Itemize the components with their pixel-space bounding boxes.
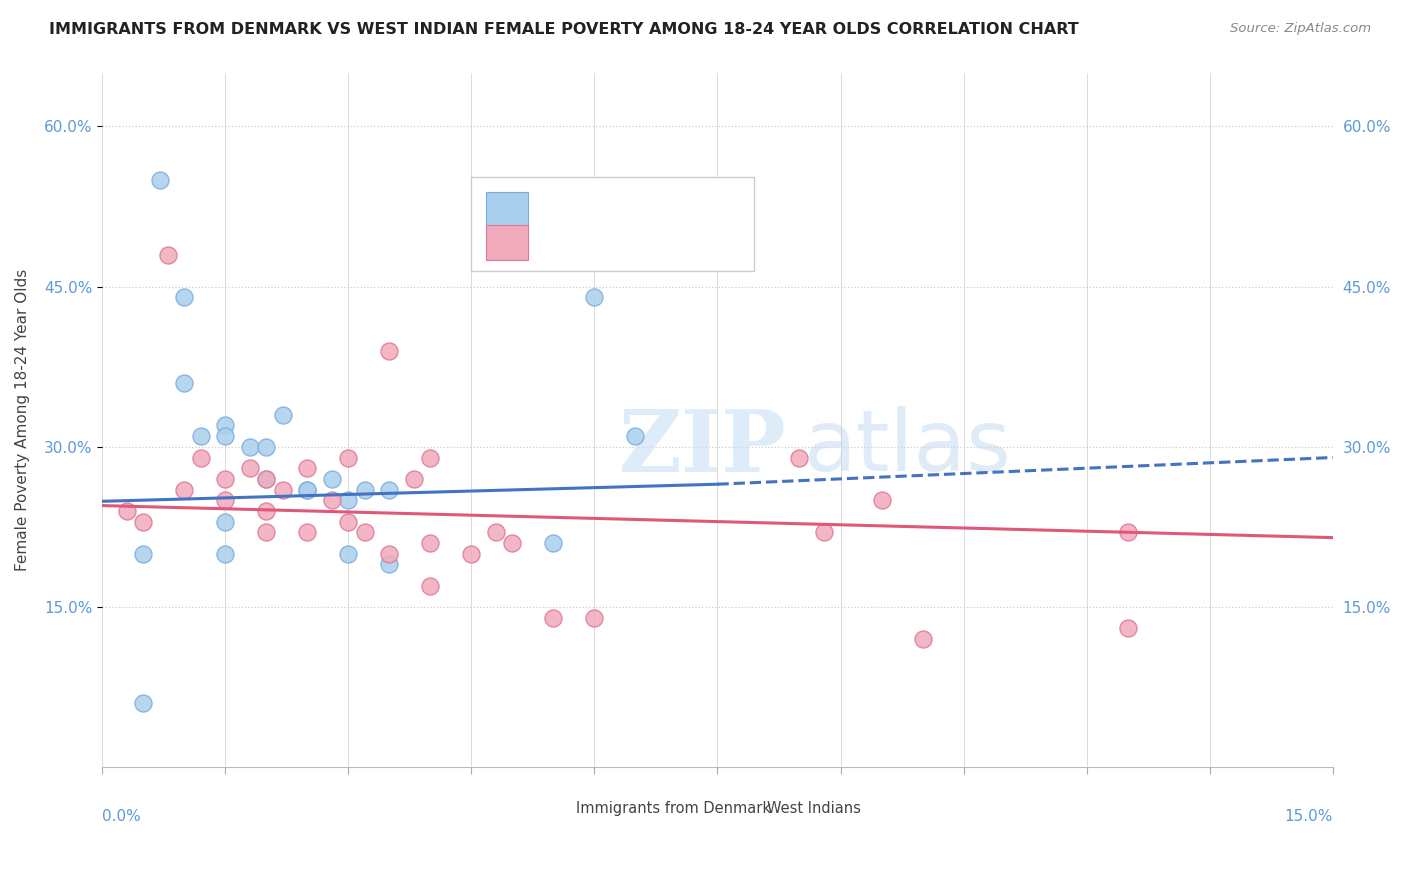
Point	[254, 472, 277, 486]
Point	[115, 504, 138, 518]
Point	[239, 461, 262, 475]
Point	[297, 525, 319, 540]
Point	[337, 547, 360, 561]
FancyBboxPatch shape	[471, 178, 755, 271]
Point	[132, 515, 155, 529]
Point	[214, 418, 236, 433]
Point	[297, 483, 319, 497]
Point	[1116, 525, 1139, 540]
Point	[378, 558, 401, 572]
Text: Source: ZipAtlas.com: Source: ZipAtlas.com	[1230, 22, 1371, 36]
FancyBboxPatch shape	[486, 193, 527, 227]
Point	[254, 525, 277, 540]
Point	[132, 547, 155, 561]
Point	[190, 450, 212, 465]
Text: IMMIGRANTS FROM DENMARK VS WEST INDIAN FEMALE POVERTY AMONG 18-24 YEAR OLDS CORR: IMMIGRANTS FROM DENMARK VS WEST INDIAN F…	[49, 22, 1078, 37]
Point	[271, 483, 294, 497]
Point	[870, 493, 893, 508]
Point	[321, 493, 343, 508]
Point	[1116, 621, 1139, 635]
Point	[813, 525, 835, 540]
Point	[214, 515, 236, 529]
Point	[214, 429, 236, 443]
Point	[271, 408, 294, 422]
Point	[239, 440, 262, 454]
Point	[789, 450, 811, 465]
Point	[378, 483, 401, 497]
Point	[501, 536, 523, 550]
Point	[337, 450, 360, 465]
Point	[583, 611, 606, 625]
Text: West Indians: West Indians	[766, 801, 860, 816]
Point	[378, 343, 401, 358]
Point	[543, 536, 565, 550]
Point	[419, 536, 441, 550]
Text: ZIP: ZIP	[619, 406, 787, 490]
FancyBboxPatch shape	[486, 225, 527, 260]
FancyBboxPatch shape	[537, 803, 571, 823]
Point	[337, 515, 360, 529]
Point	[214, 547, 236, 561]
Text: 0.0%: 0.0%	[103, 809, 141, 824]
Y-axis label: Female Poverty Among 18-24 Year Olds: Female Poverty Among 18-24 Year Olds	[15, 269, 30, 571]
Point	[254, 472, 277, 486]
FancyBboxPatch shape	[728, 803, 762, 823]
Point	[419, 579, 441, 593]
Point	[321, 472, 343, 486]
Point	[214, 472, 236, 486]
Text: 15.0%: 15.0%	[1285, 809, 1333, 824]
Point	[156, 247, 179, 261]
Point	[911, 632, 934, 646]
Point	[254, 440, 277, 454]
Point	[214, 493, 236, 508]
Text: Immigrants from Denmark: Immigrants from Denmark	[576, 801, 770, 816]
Text: atlas: atlas	[804, 407, 1011, 490]
Text: N = 25: N = 25	[668, 207, 725, 222]
Point	[190, 429, 212, 443]
Point	[624, 429, 647, 443]
Point	[297, 483, 319, 497]
Point	[297, 461, 319, 475]
Point	[543, 611, 565, 625]
Point	[173, 483, 195, 497]
Point	[337, 493, 360, 508]
Point	[353, 525, 375, 540]
Point	[402, 472, 425, 486]
Point	[353, 483, 375, 497]
Point	[419, 450, 441, 465]
Point	[460, 547, 482, 561]
Text: R =  0.026: R = 0.026	[537, 207, 619, 222]
Text: R = -0.062: R = -0.062	[537, 240, 619, 254]
Point	[378, 547, 401, 561]
Point	[485, 525, 508, 540]
Point	[254, 504, 277, 518]
Point	[132, 696, 155, 710]
Point	[148, 173, 170, 187]
Text: N = 35: N = 35	[668, 240, 725, 254]
Point	[173, 290, 195, 304]
Point	[583, 290, 606, 304]
Point	[173, 376, 195, 390]
